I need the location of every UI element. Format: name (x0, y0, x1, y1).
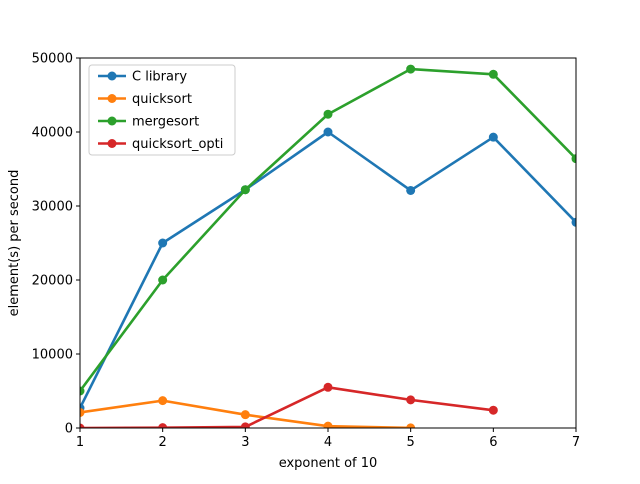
data-point (158, 396, 168, 406)
data-point (406, 423, 416, 428)
data-point (323, 382, 333, 392)
legend-marker (107, 139, 117, 148)
y-tick-label: 40000 (32, 126, 73, 141)
data-point (323, 421, 333, 428)
legend-marker (107, 116, 117, 126)
legend-item: quicksort_opti (98, 137, 223, 152)
legend: C library quicksort mergesort quicksort_opt… (88, 64, 236, 156)
legend-marker (107, 94, 117, 103)
x-tick-label: 2 (159, 435, 167, 450)
x-tick-label: 1 (76, 435, 84, 450)
data-point (80, 386, 85, 396)
x-tick-label: 5 (407, 435, 415, 450)
data-point (488, 132, 498, 142)
legend-label: mergesort (132, 115, 199, 130)
legend-marker (107, 71, 117, 81)
y-axis: 0 10000 20000 30000 40000 50000 (32, 52, 80, 437)
y-tick-label: 20000 (32, 274, 73, 289)
x-tick-label: 4 (324, 435, 332, 450)
series-quicksort (80, 396, 416, 428)
x-tick-label: 3 (241, 435, 249, 450)
x-tick-label: 6 (489, 435, 497, 450)
legend-box (88, 64, 236, 156)
data-point (80, 423, 85, 428)
data-point (158, 238, 168, 248)
legend-label: quicksort_opti (132, 137, 223, 152)
data-point (80, 407, 85, 417)
legend-item: mergesort (98, 115, 199, 130)
data-point (323, 127, 333, 137)
y-axis-label: element(s) per second (7, 170, 22, 317)
data-point (240, 422, 250, 428)
data-point (406, 64, 416, 74)
y-tick-label: 10000 (32, 348, 73, 363)
legend-item: quicksort (98, 92, 192, 107)
legend-item: C library (98, 70, 187, 85)
x-axis: 1 2 3 4 5 6 7 (76, 428, 580, 450)
data-point (571, 217, 576, 227)
data-point (571, 154, 576, 164)
data-point (240, 410, 250, 420)
data-point (158, 423, 168, 428)
y-tick-label: 0 (65, 422, 73, 437)
y-tick-label: 50000 (32, 52, 73, 67)
legend-label: quicksort (132, 92, 192, 107)
data-point (488, 69, 498, 79)
y-tick-label: 30000 (32, 200, 73, 215)
x-axis-label: exponent of 10 (279, 456, 378, 471)
series-mergesort (80, 64, 576, 396)
data-point (406, 395, 416, 405)
data-point (406, 185, 416, 195)
legend-label: C library (132, 70, 187, 85)
data-point (240, 185, 250, 195)
x-tick-label: 7 (572, 435, 580, 450)
data-point (158, 275, 168, 285)
data-point (488, 405, 498, 415)
data-point (323, 109, 333, 119)
